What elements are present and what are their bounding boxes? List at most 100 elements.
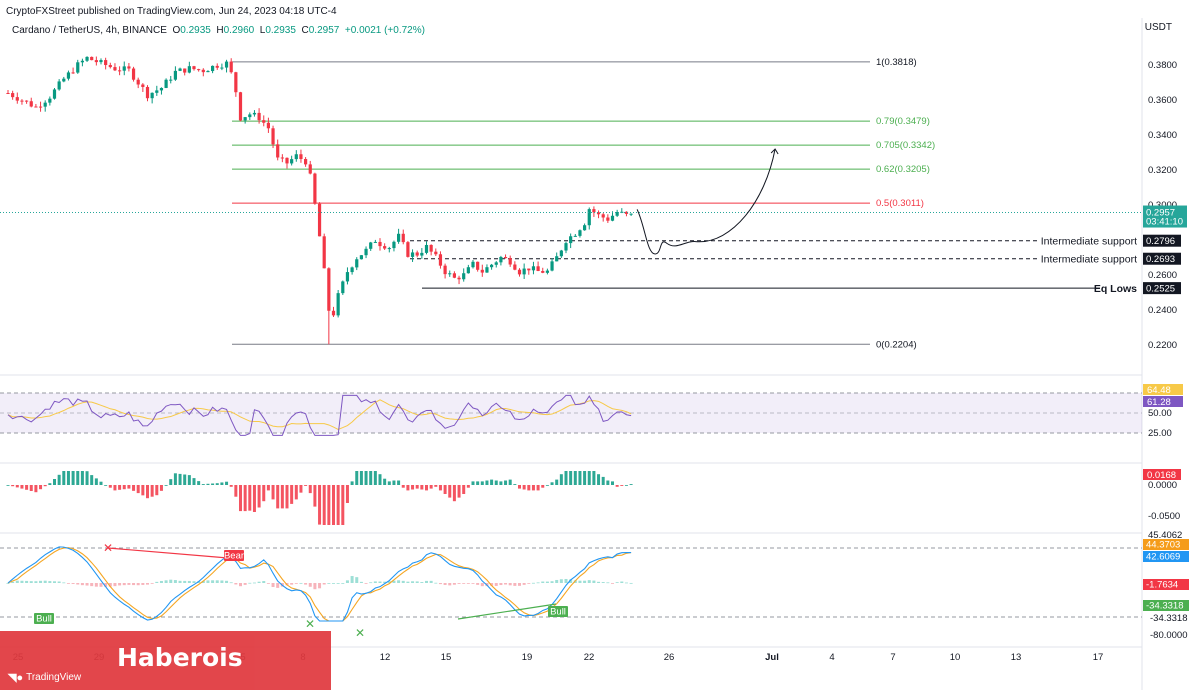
wt-hist-bar <box>429 580 433 583</box>
candle-body <box>94 60 98 63</box>
price-pane[interactable]: 1(0.3818) 0.79(0.3479) 0.705(0.3342) 0.62(0… <box>0 56 1142 350</box>
macd-bar <box>504 480 508 485</box>
macd-bar <box>290 485 294 504</box>
macd-pane[interactable] <box>6 471 633 525</box>
macd-bar <box>438 485 442 491</box>
wt-hist-bar <box>504 583 508 585</box>
candle-body <box>541 271 545 273</box>
macd-bar <box>15 485 19 488</box>
candle-body <box>406 242 410 257</box>
wt-hist-bar <box>318 583 322 589</box>
candle-body <box>383 246 387 249</box>
candle-body <box>20 100 24 102</box>
projection-path <box>636 148 776 255</box>
signal-badge-text: Bull <box>36 614 52 625</box>
macd-bar <box>332 485 335 525</box>
macd-bar <box>104 485 108 486</box>
candle-body <box>429 244 433 252</box>
wt-value-badge <box>1143 579 1189 590</box>
wt-hist-bar <box>155 581 159 583</box>
wavetrend-pane[interactable]: ✕ ✕ ✕ Bear Bull Bull <box>0 541 1142 640</box>
wt-value-badge <box>1143 600 1189 611</box>
macd-bar <box>211 483 215 485</box>
macd-bar <box>564 471 568 485</box>
wt-hist-bar <box>220 580 224 583</box>
wt-hist-bar <box>201 580 205 583</box>
candle-body <box>299 154 303 160</box>
candle-body <box>285 157 289 164</box>
macd-bar <box>383 478 387 485</box>
macd-bar <box>466 485 470 488</box>
wt1-line <box>7 546 632 622</box>
rsi-pane[interactable] <box>0 392 1142 436</box>
fib-level-label: 0.62(0.3205) <box>876 164 930 175</box>
candle-body <box>99 60 103 63</box>
wt-hist-bar <box>425 580 428 583</box>
macd-bar <box>452 485 456 502</box>
macd-bar <box>471 481 475 485</box>
candle-body <box>531 266 536 271</box>
wt-hist-bar <box>276 583 280 588</box>
wt-hist-bar <box>239 583 242 587</box>
wt-hist-bar <box>248 582 252 584</box>
candle-body <box>211 65 215 72</box>
wt-hist-bar <box>252 582 256 584</box>
candle-body <box>476 261 480 270</box>
macd-bar <box>536 485 540 491</box>
wt-hist-bar <box>606 582 610 584</box>
macd-bar <box>76 471 80 485</box>
wt-hist-bar <box>443 583 447 585</box>
symbol-legend[interactable]: Cardano / TetherUS, 4h, BINANCE O0.2935 … <box>12 25 425 36</box>
candle-body <box>387 248 391 250</box>
macd-bar <box>206 483 210 485</box>
wt-hist-bar <box>434 582 438 584</box>
candle-body <box>48 98 52 103</box>
macd-bar <box>411 485 415 490</box>
bear-divergence-line <box>107 547 229 559</box>
macd-bar <box>122 485 126 490</box>
wt-hist-bar <box>555 579 559 583</box>
time-axis-tick: 17 <box>1093 652 1104 663</box>
macd-bar <box>355 471 359 485</box>
candle-body <box>443 265 447 275</box>
wt-hist-bar <box>452 583 456 585</box>
wt-hist-bar <box>541 581 545 583</box>
wt-hist-bar <box>243 583 247 585</box>
wt-value-badge-text: -34.3318 <box>1146 601 1184 612</box>
macd-bar <box>518 485 521 489</box>
macd-bar <box>480 481 484 485</box>
macd-bar <box>573 471 577 485</box>
macd-bar <box>587 471 591 485</box>
macd-bar <box>555 479 559 485</box>
wt-hist-bar <box>192 581 196 583</box>
candle-body <box>420 252 424 256</box>
currency-label: USDT <box>1144 22 1172 33</box>
wt-hist-bar <box>392 580 396 583</box>
time-axis-tick: 12 <box>380 652 391 663</box>
candle-body <box>38 106 43 108</box>
candle-body <box>150 92 154 99</box>
price-axis-tick: 0.2600 <box>1148 270 1177 281</box>
price-axis-tick: 0.3200 <box>1148 165 1177 176</box>
wt-hist-bar <box>71 583 75 584</box>
candle-body <box>313 173 317 204</box>
wt-hist-bar <box>336 583 340 584</box>
last-price-value: 0.2957 <box>1146 208 1175 219</box>
candle-body <box>434 251 438 255</box>
wt-hist-bar <box>383 581 387 583</box>
candle-body <box>108 65 112 68</box>
wt-value-badge <box>1143 539 1189 550</box>
support-label: Intermediate support <box>1041 236 1137 248</box>
macd-bar <box>327 485 331 525</box>
macd-bar <box>132 485 136 491</box>
candle-body <box>564 243 568 251</box>
candle-body <box>85 56 89 61</box>
macd-bar <box>369 471 373 485</box>
macd-bar <box>624 485 628 486</box>
signal-badge-text: Bull <box>550 607 566 618</box>
candle-body <box>11 93 15 98</box>
wt-partial-tick: 45.4062 <box>1148 530 1182 541</box>
candle-body <box>559 250 563 257</box>
macd-bar <box>39 485 43 490</box>
